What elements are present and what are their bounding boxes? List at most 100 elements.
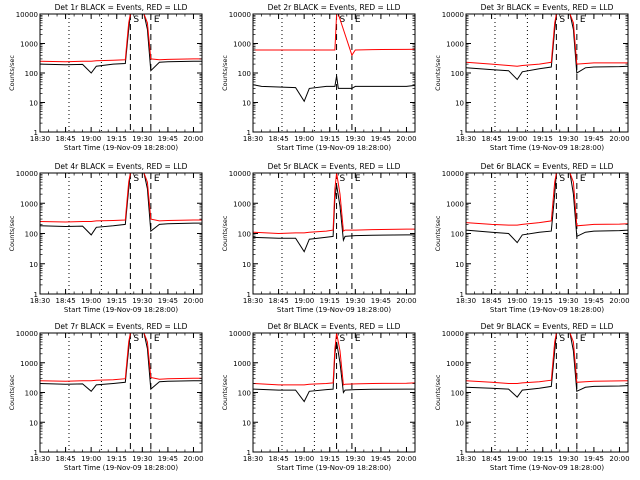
y-axis-label: Counts/sec xyxy=(8,55,16,91)
series-line-red xyxy=(465,172,629,227)
y-tick-label: 10000 xyxy=(442,11,464,19)
y-tick-label: 100 xyxy=(451,70,464,78)
y-tick-label: 100 xyxy=(451,390,464,398)
x-tick-label: 18:45 xyxy=(481,455,501,463)
series-line-red xyxy=(465,13,628,67)
marker-label-e: E xyxy=(154,174,160,184)
y-tick-label: 10 xyxy=(455,419,464,427)
x-tick-label: 19:15 xyxy=(107,135,127,143)
x-tick-label: 19:00 xyxy=(294,455,314,463)
x-tick-label: 19:00 xyxy=(294,297,314,305)
chart-title: Det 3r BLACK = Events, RED = LLD xyxy=(481,3,614,12)
x-tick-label: 20:00 xyxy=(609,135,629,143)
y-tick-label: 1 xyxy=(460,129,464,137)
x-tick-label: 18:45 xyxy=(55,135,75,143)
x-tick-label: 20:00 xyxy=(183,297,203,305)
x-tick-label: 18:30 xyxy=(243,135,263,143)
x-tick-label: 19:45 xyxy=(158,297,178,305)
y-tick-label: 1 xyxy=(247,129,251,137)
plot-frame xyxy=(252,13,416,133)
series-line-black xyxy=(252,341,415,403)
y-tick-label: 10000 xyxy=(442,330,464,338)
series-line-red xyxy=(39,13,202,63)
marker-label-s: S xyxy=(559,15,565,25)
y-axis-label: Counts/sec xyxy=(8,215,16,251)
x-tick-label: 18:45 xyxy=(481,135,501,143)
y-tick-label: 1000 xyxy=(446,41,464,49)
x-tick-label: 20:00 xyxy=(396,135,416,143)
plot-frame xyxy=(39,332,203,453)
chart-title: Det 5r BLACK = Events, RED = LLD xyxy=(268,162,401,171)
x-tick-label: 19:15 xyxy=(320,297,340,305)
series-line-black xyxy=(465,172,629,244)
y-axis-label: Counts/sec xyxy=(434,55,442,91)
x-tick-label: 19:30 xyxy=(345,455,365,463)
marker-label-s: S xyxy=(559,334,565,344)
y-axis-label: Counts/sec xyxy=(434,215,442,251)
x-tick-label: 19:00 xyxy=(81,297,101,305)
x-tick-label: 19:45 xyxy=(371,455,391,463)
y-axis-label: Counts/sec xyxy=(8,374,16,410)
chart-panel-7: Det 7r BLACK = Events, RED = LLD S E 1 10 100… xyxy=(8,322,204,472)
y-axis-label: Counts/sec xyxy=(221,215,229,251)
x-tick-label: 19:00 xyxy=(507,455,527,463)
series-line-black xyxy=(39,172,202,236)
x-tick-label: 19:45 xyxy=(158,135,178,143)
y-tick-label: 100 xyxy=(451,231,464,239)
marker-label-e: E xyxy=(154,15,160,25)
y-axis-label: Counts/sec xyxy=(221,55,229,91)
x-tick-label: 19:00 xyxy=(507,297,527,305)
series-line-black xyxy=(252,75,416,103)
marker-label-e: E xyxy=(355,15,361,25)
marker-label-s: S xyxy=(559,174,565,184)
x-tick-label: 19:00 xyxy=(294,135,314,143)
x-tick-label: 18:45 xyxy=(481,297,501,305)
chart-title: Det 8r BLACK = Events, RED = LLD xyxy=(268,322,401,331)
x-tick-label: 19:45 xyxy=(584,455,604,463)
chart-panel-4: Det 4r BLACK = Events, RED = LLD S E 1 10 100… xyxy=(8,162,204,314)
x-tick-label: 19:30 xyxy=(558,455,578,463)
x-axis-label: Start Time (19-Nov-09 18:28:00) xyxy=(64,464,178,472)
x-tick-label: 19:15 xyxy=(107,455,127,463)
x-tick-label: 18:30 xyxy=(30,297,50,305)
y-tick-label: 1000 xyxy=(446,200,464,208)
marker-label-e: E xyxy=(580,174,586,184)
x-tick-label: 19:00 xyxy=(81,455,101,463)
series-line-black xyxy=(39,332,202,393)
y-tick-label: 10 xyxy=(455,261,464,269)
x-tick-label: 19:15 xyxy=(320,455,340,463)
y-tick-label: 1000 xyxy=(20,360,38,368)
plot-frame xyxy=(465,13,629,133)
y-tick-label: 10000 xyxy=(16,11,38,19)
y-tick-label: 1000 xyxy=(233,41,251,49)
series-line-red xyxy=(252,172,415,235)
y-tick-label: 1 xyxy=(34,291,38,299)
marker-label-e: E xyxy=(355,334,361,344)
y-tick-label: 1 xyxy=(460,449,464,457)
x-axis-label: Start Time (19-Nov-09 18:28:00) xyxy=(490,464,604,472)
series-line-red xyxy=(252,332,416,386)
y-tick-label: 100 xyxy=(238,390,251,398)
x-axis-label: Start Time (19-Nov-09 18:28:00) xyxy=(64,306,178,314)
x-tick-label: 20:00 xyxy=(183,135,203,143)
x-tick-label: 19:30 xyxy=(558,297,578,305)
series-line-red xyxy=(39,332,202,382)
x-tick-label: 18:30 xyxy=(30,135,50,143)
marker-label-s: S xyxy=(133,334,139,344)
x-tick-label: 19:15 xyxy=(320,135,340,143)
marker-label-s: S xyxy=(133,15,139,25)
x-tick-label: 19:45 xyxy=(371,135,391,143)
x-tick-label: 19:30 xyxy=(345,297,365,305)
y-axis-label: Counts/sec xyxy=(221,374,229,410)
x-axis-label: Start Time (19-Nov-09 18:28:00) xyxy=(277,464,391,472)
series-line-black xyxy=(465,13,629,81)
plot-frame xyxy=(39,172,203,295)
series-line-red xyxy=(253,13,416,57)
y-tick-label: 1000 xyxy=(20,200,38,208)
y-tick-label: 10000 xyxy=(229,11,251,19)
y-tick-label: 10 xyxy=(242,100,251,108)
x-axis-label: Start Time (19-Nov-09 18:28:00) xyxy=(490,144,604,152)
plot-frame xyxy=(39,13,203,133)
series-line-black xyxy=(465,332,629,398)
